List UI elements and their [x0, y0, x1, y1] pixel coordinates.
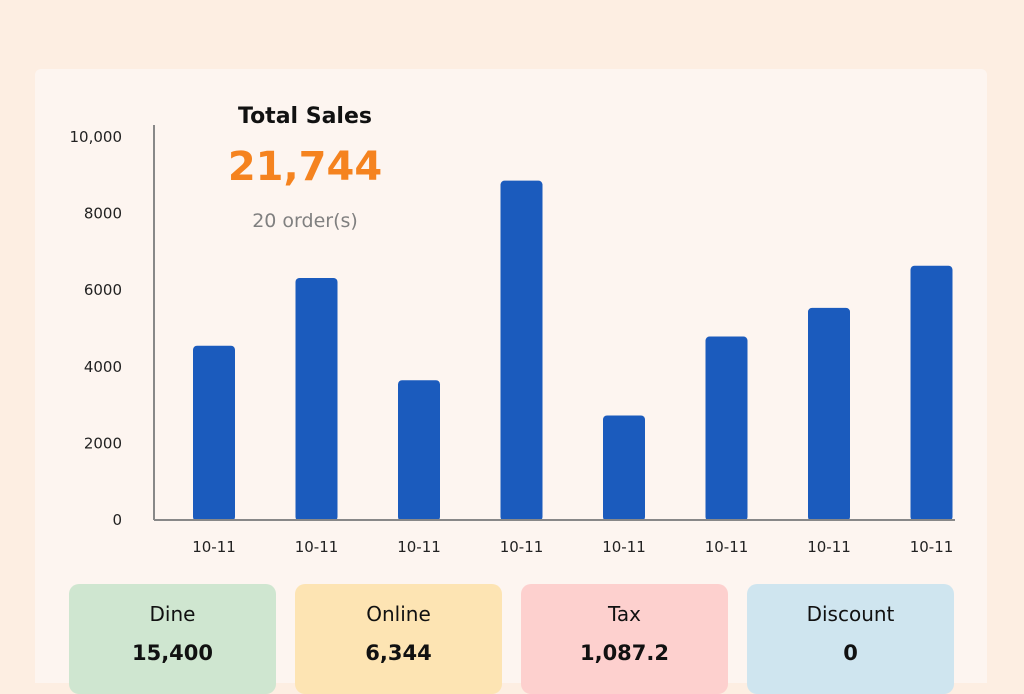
- x-tick-label: 10-11: [910, 538, 954, 556]
- y-tick-label: 6000: [84, 281, 122, 299]
- tile-dine-label: Dine: [149, 602, 196, 626]
- bar: [603, 415, 645, 521]
- bar: [808, 307, 850, 521]
- tile-dine: Dine 15,400: [69, 584, 276, 694]
- y-tick-label: 10,000: [70, 128, 123, 146]
- bar: [500, 180, 543, 522]
- tile-dine-value: 15,400: [131, 641, 214, 665]
- tile-tax-label: Tax: [608, 602, 641, 626]
- tile-discount-label: Discount: [806, 602, 895, 626]
- x-tick-label: 10-11: [295, 538, 339, 556]
- y-tick-label: 8000: [84, 205, 122, 223]
- bar: [705, 336, 748, 521]
- x-tick-label: 10-11: [397, 538, 441, 556]
- tile-tax: Tax 1,087.2: [521, 584, 728, 694]
- bar: [295, 277, 338, 521]
- tile-discount-value: 0: [843, 641, 858, 665]
- tile-online-label: Online: [366, 602, 431, 626]
- tile-online: Online 6,344: [295, 584, 502, 694]
- x-tick-label: 10-11: [807, 538, 851, 556]
- y-tick-label: 4000: [84, 358, 122, 376]
- y-tick-label: 0: [112, 511, 122, 529]
- x-tick-label: 10-11: [192, 538, 236, 556]
- x-tick-label: 10-11: [705, 538, 749, 556]
- x-tick-label: 10-11: [602, 538, 646, 556]
- bar: [193, 345, 235, 521]
- y-tick-label: 2000: [84, 434, 122, 452]
- x-tick-label: 10-11: [500, 538, 544, 556]
- tile-discount: Discount 0: [747, 584, 954, 694]
- bar: [910, 265, 953, 521]
- bar: [398, 380, 440, 521]
- tile-tax-value: 1,087.2: [579, 641, 669, 665]
- tile-online-value: 6,344: [365, 641, 432, 665]
